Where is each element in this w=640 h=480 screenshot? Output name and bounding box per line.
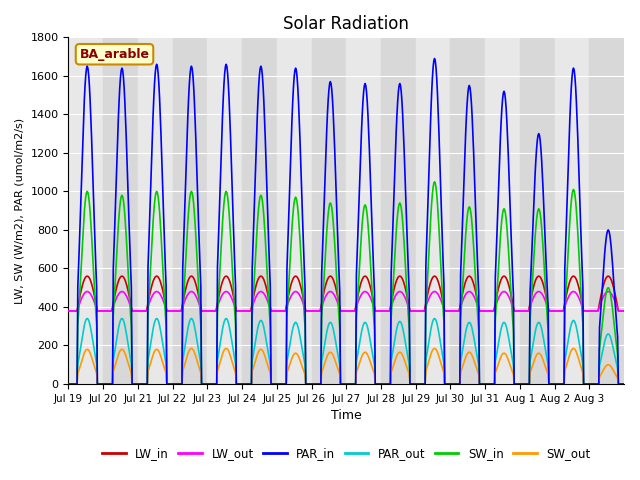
Bar (381, 37, 416, 384)
Text: BA_arable: BA_arable (79, 48, 150, 61)
Bar (520, 37, 555, 384)
Bar (173, 37, 207, 384)
Bar (68, 37, 103, 384)
Bar (312, 37, 346, 384)
Bar (207, 37, 242, 384)
Legend: LW_in, LW_out, PAR_in, PAR_out, SW_in, SW_out: LW_in, LW_out, PAR_in, PAR_out, SW_in, S… (97, 442, 595, 465)
Bar (485, 37, 520, 384)
X-axis label: Time: Time (331, 409, 362, 422)
Bar (555, 37, 589, 384)
Bar (416, 37, 451, 384)
Title: Solar Radiation: Solar Radiation (284, 15, 409, 33)
Bar (589, 37, 624, 384)
Bar (276, 37, 312, 384)
Y-axis label: LW, SW (W/m2), PAR (umol/m2/s): LW, SW (W/m2), PAR (umol/m2/s) (15, 118, 25, 304)
Bar (451, 37, 485, 384)
Bar (346, 37, 381, 384)
Bar (103, 37, 138, 384)
Bar (138, 37, 173, 384)
Bar (242, 37, 276, 384)
